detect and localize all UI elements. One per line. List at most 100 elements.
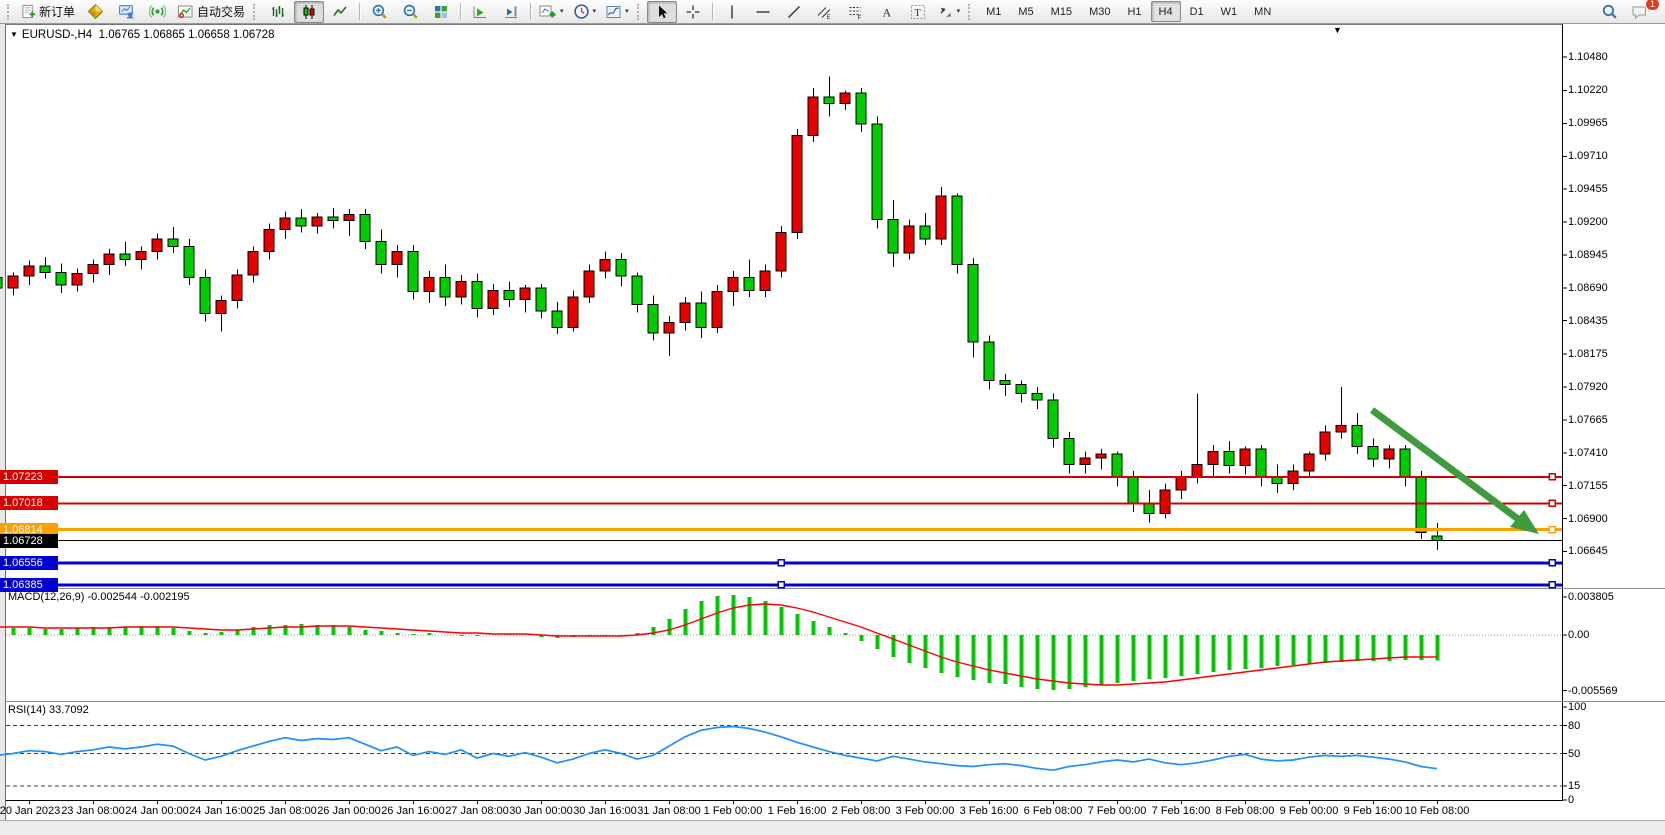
macd-axis-label: 0.003805 <box>1568 590 1614 603</box>
search-button[interactable] <box>1594 1 1624 23</box>
candle-body <box>807 96 819 137</box>
candlestick-chart-button[interactable] <box>294 0 325 23</box>
candle-body <box>823 96 835 104</box>
channel-tool-button[interactable]: E <box>810 1 840 23</box>
fibonacci-tool-button[interactable]: F <box>841 1 871 23</box>
timeframe-MN[interactable]: MN <box>1254 5 1272 18</box>
candle-body <box>1063 438 1075 465</box>
zoom-in-button[interactable] <box>364 1 394 23</box>
time-axis-label: 7 Feb 00:00 <box>1087 805 1147 817</box>
candle-body <box>647 304 659 334</box>
rsi-axis-label: 80 <box>1568 719 1581 732</box>
price-axis-label: 1.06645 <box>1568 545 1608 558</box>
candle-body <box>167 238 179 248</box>
candle-body <box>135 251 147 260</box>
price-axis-label: 1.09710 <box>1568 150 1608 163</box>
chart-shift-marker-icon[interactable]: ▼ <box>1333 25 1342 35</box>
symbol-dropdown-icon[interactable]: ▼ <box>10 30 18 39</box>
price-level-tag: 1.06556 <box>0 555 58 570</box>
new-order-button[interactable]: 新订单 <box>17 1 79 23</box>
zoom-out-button[interactable] <box>395 1 425 23</box>
rsi-indicator-label: RSI(14) 33.7092 <box>8 704 89 716</box>
toolbar-separator <box>711 3 713 20</box>
auto-trading-button[interactable]: 自动交易 <box>173 1 249 23</box>
svg-text:A: A <box>882 5 891 19</box>
signal-icon <box>148 5 166 18</box>
horizontal-line-tool-button[interactable] <box>748 1 778 23</box>
signals-button[interactable] <box>142 1 172 23</box>
chevron-down-icon[interactable]: ▾ <box>956 8 961 15</box>
auto-trading-label: 自动交易 <box>197 5 246 19</box>
text-label-tool-button[interactable]: T <box>903 1 933 23</box>
candle-body <box>759 270 771 291</box>
timeframe-M1[interactable]: M1 <box>986 5 1002 18</box>
time-axis-label: 26 Jan 00:00 <box>317 805 381 817</box>
trendline-tool-button[interactable] <box>779 1 809 23</box>
crosshair-tool-button[interactable] <box>678 1 708 23</box>
timeframe-M15[interactable]: M15 <box>1050 5 1073 18</box>
timeframe-M5[interactable]: M5 <box>1018 5 1034 18</box>
level-handle <box>1548 473 1556 481</box>
chevron-down-icon[interactable]: ▾ <box>625 8 629 15</box>
price-axis-label: 1.07665 <box>1568 413 1608 426</box>
candle-body <box>1127 476 1139 504</box>
toolbar-grip[interactable] <box>968 3 974 20</box>
chart-shift-button[interactable] <box>496 1 526 23</box>
tile-windows-button[interactable] <box>426 1 456 23</box>
timeframe-W1[interactable]: W1 <box>1220 5 1238 18</box>
candle-body <box>583 270 595 298</box>
timeframe-H4[interactable]: H4 <box>1150 1 1181 22</box>
candle-body <box>519 287 531 300</box>
toolbar-grip[interactable] <box>253 3 259 20</box>
candle-body <box>551 310 563 329</box>
periods-button[interactable]: ▾ <box>569 1 601 23</box>
time-axis-label: 1 Feb 00:00 <box>703 805 763 817</box>
chat-button[interactable]: 1 <box>1625 0 1660 23</box>
price-axis-label: 1.07920 <box>1568 381 1608 394</box>
timeframe-D1[interactable]: D1 <box>1189 5 1204 18</box>
chevron-down-icon[interactable]: ▾ <box>560 8 564 15</box>
clock-icon <box>573 4 589 19</box>
candle-body <box>855 92 867 125</box>
vertical-line-tool-button[interactable] <box>717 1 747 23</box>
candle-body <box>215 300 227 315</box>
level-handle <box>1548 499 1556 508</box>
time-axis-label: 30 Jan 00:00 <box>509 805 573 817</box>
new-chart-button[interactable]: ▾ <box>535 1 568 23</box>
auto-scroll-icon <box>473 6 487 18</box>
template-icon <box>606 5 621 18</box>
price-axis-label: 1.08690 <box>1568 281 1608 294</box>
chevron-down-icon[interactable]: ▾ <box>592 8 597 15</box>
toolbar-grip[interactable] <box>7 3 13 20</box>
bar-chart-button[interactable] <box>263 1 293 23</box>
arrow-shaft <box>1369 407 1521 522</box>
terminal-button[interactable] <box>111 1 141 23</box>
candle-body <box>295 217 307 227</box>
candle-body <box>711 291 723 329</box>
time-axis-label: 8 Feb 08:00 <box>1215 805 1275 817</box>
rsi-axis-label: 15 <box>1568 780 1581 793</box>
line-chart-button[interactable] <box>325 1 355 23</box>
candle-body <box>311 216 323 227</box>
toolbar-grip[interactable] <box>636 3 643 20</box>
candle-body <box>1015 383 1027 394</box>
timeframe-M30[interactable]: M30 <box>1089 5 1111 18</box>
arrows-tool-button[interactable]: ▾ <box>934 1 965 23</box>
market-watch-button[interactable] <box>80 1 110 23</box>
templates-button[interactable]: ▾ <box>601 1 633 23</box>
auto-scroll-button[interactable] <box>465 1 495 23</box>
zoom-in-icon <box>372 4 387 19</box>
time-axis-label: 7 Feb 16:00 <box>1151 805 1211 817</box>
candle-body <box>615 258 627 277</box>
text-tool-button[interactable]: A <box>872 1 902 23</box>
svg-text:T: T <box>914 8 920 19</box>
timeframe-H1[interactable]: H1 <box>1127 5 1142 18</box>
time-axis-label: 26 Jan 16:00 <box>381 805 445 817</box>
window-left-edge <box>0 24 6 820</box>
cursor-tool-button[interactable] <box>646 0 677 23</box>
candle-body <box>359 213 371 242</box>
macd-signal-line <box>0 603 1438 686</box>
candle-body <box>1095 453 1107 459</box>
candle-body <box>71 273 83 286</box>
